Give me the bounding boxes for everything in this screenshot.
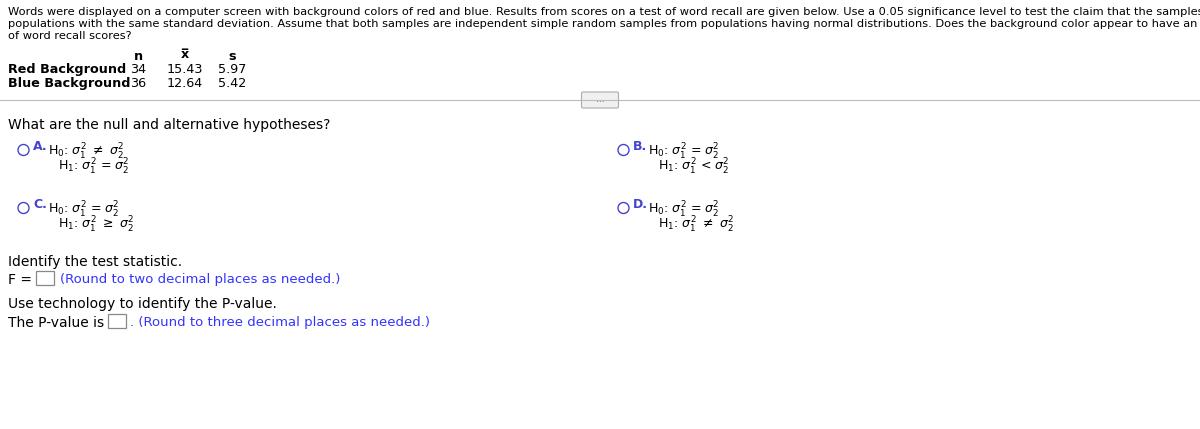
Text: n: n — [133, 50, 143, 63]
Circle shape — [618, 202, 629, 214]
Text: What are the null and alternative hypotheses?: What are the null and alternative hypoth… — [8, 118, 330, 132]
FancyBboxPatch shape — [582, 92, 618, 108]
Text: H$_0$: $\sigma_1^2$ = $\sigma_2^2$: H$_0$: $\sigma_1^2$ = $\sigma_2^2$ — [48, 200, 120, 220]
Text: populations with the same standard deviation. Assume that both samples are indep: populations with the same standard devia… — [8, 19, 1200, 29]
Circle shape — [18, 145, 29, 155]
FancyBboxPatch shape — [36, 271, 54, 285]
Text: H$_1$: $\sigma_1^2$ $\geq$ $\sigma_2^2$: H$_1$: $\sigma_1^2$ $\geq$ $\sigma_2^2$ — [58, 215, 134, 235]
Text: H$_0$: $\sigma_1^2$ $\neq$ $\sigma_2^2$: H$_0$: $\sigma_1^2$ $\neq$ $\sigma_2^2$ — [48, 142, 125, 162]
Text: D.: D. — [634, 197, 648, 211]
Text: H$_0$: $\sigma_1^2$ = $\sigma_2^2$: H$_0$: $\sigma_1^2$ = $\sigma_2^2$ — [648, 200, 720, 220]
Text: . (Round to three decimal places as needed.): . (Round to three decimal places as need… — [130, 316, 430, 329]
Text: ...: ... — [595, 96, 605, 105]
Text: s: s — [228, 50, 235, 63]
Circle shape — [618, 145, 629, 155]
Text: 34: 34 — [130, 63, 146, 76]
Text: Identify the test statistic.: Identify the test statistic. — [8, 255, 182, 269]
Text: H$_1$: $\sigma_1^2$ < $\sigma_2^2$: H$_1$: $\sigma_1^2$ < $\sigma_2^2$ — [658, 157, 730, 177]
Text: 15.43: 15.43 — [167, 63, 203, 76]
Text: Use technology to identify the P-value.: Use technology to identify the P-value. — [8, 297, 277, 311]
Text: H$_0$: $\sigma_1^2$ = $\sigma_2^2$: H$_0$: $\sigma_1^2$ = $\sigma_2^2$ — [648, 142, 720, 162]
Text: 5.97: 5.97 — [218, 63, 246, 76]
Text: The P-value is: The P-value is — [8, 316, 104, 330]
Text: F =: F = — [8, 273, 32, 287]
Text: 36: 36 — [130, 77, 146, 90]
Text: of word recall scores?: of word recall scores? — [8, 31, 132, 41]
Text: 12.64: 12.64 — [167, 77, 203, 90]
Circle shape — [18, 202, 29, 214]
Text: H$_1$: $\sigma_1^2$ = $\sigma_2^2$: H$_1$: $\sigma_1^2$ = $\sigma_2^2$ — [58, 157, 130, 177]
FancyBboxPatch shape — [108, 314, 126, 328]
Text: H$_1$: $\sigma_1^2$ $\neq$ $\sigma_2^2$: H$_1$: $\sigma_1^2$ $\neq$ $\sigma_2^2$ — [658, 215, 734, 235]
Text: (Round to two decimal places as needed.): (Round to two decimal places as needed.) — [60, 273, 341, 286]
Text: C.: C. — [34, 197, 47, 211]
Text: x̅: x̅ — [181, 48, 190, 61]
Text: Words were displayed on a computer screen with background colors of red and blue: Words were displayed on a computer scree… — [8, 7, 1200, 17]
Text: Red Background: Red Background — [8, 63, 126, 76]
Text: Blue Background: Blue Background — [8, 77, 131, 90]
Text: A.: A. — [34, 139, 48, 152]
Text: B.: B. — [634, 139, 647, 152]
Text: 5.42: 5.42 — [218, 77, 246, 90]
